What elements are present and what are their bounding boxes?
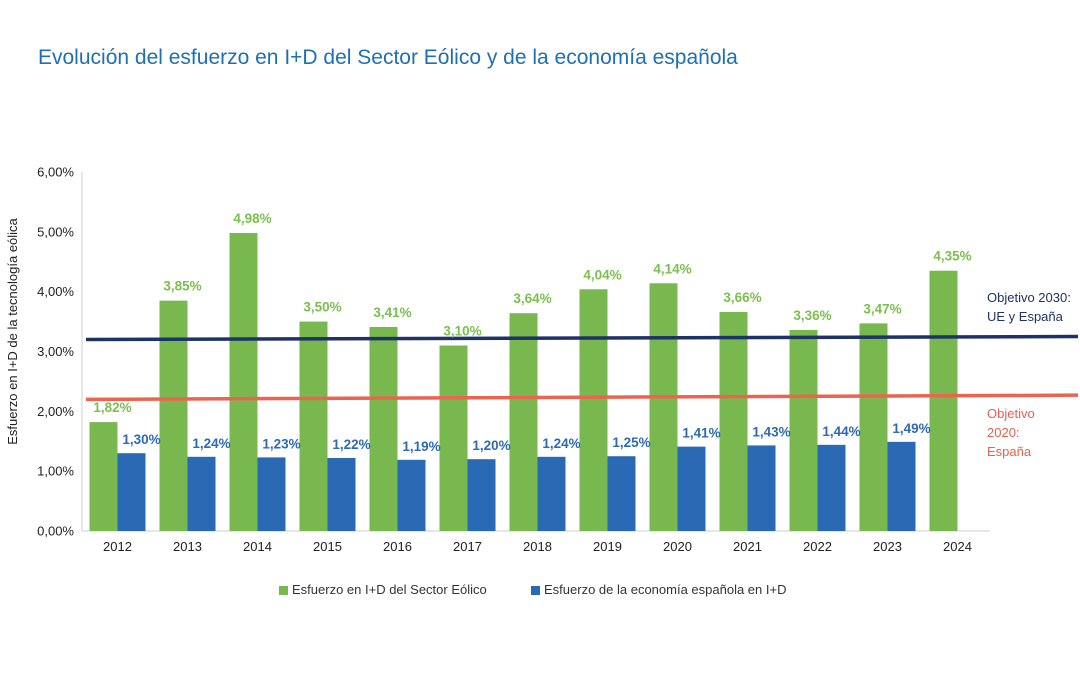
- data-label-sector-eolico: 3,41%: [373, 305, 411, 320]
- x-tick-label: 2014: [243, 539, 272, 554]
- reference-line-2030: [85, 334, 1079, 342]
- x-tick-label: 2016: [383, 539, 412, 554]
- bar-economia-espanola: [677, 446, 706, 531]
- data-label-sector-eolico: 4,04%: [583, 267, 621, 282]
- reference-label-2020: Objetivo: [987, 406, 1035, 421]
- bar-sector-eolico: [299, 321, 328, 531]
- y-axis-title: Esfuerzo en I+D de la tecnología eólica: [5, 217, 20, 444]
- x-tick-label: 2017: [453, 539, 482, 554]
- bar-economia-espanola: [187, 456, 216, 531]
- reference-label-2020: España: [987, 444, 1032, 459]
- bar-sector-eolico: [89, 422, 118, 531]
- x-tick-label: 2024: [943, 539, 972, 554]
- bar-economia-espanola: [817, 444, 846, 531]
- legend-label-economia-espanola: Esfuerzo de la economía española en I+D: [544, 582, 786, 597]
- x-tick-label: 2018: [523, 539, 552, 554]
- data-label-economia-espanola: 1,25%: [612, 435, 650, 450]
- data-label-economia-espanola: 1,41%: [682, 426, 720, 441]
- data-label-sector-eolico: 3,36%: [793, 308, 831, 323]
- legend-swatch-sector-eolico: [279, 586, 288, 595]
- x-tick-label: 2021: [733, 539, 762, 554]
- data-label-sector-eolico: 3,50%: [303, 300, 341, 315]
- data-label-sector-eolico: 4,98%: [233, 211, 271, 226]
- data-label-sector-eolico: 3,85%: [163, 279, 201, 294]
- reference-label-2030: Objetivo 2030:: [987, 290, 1071, 305]
- bar-economia-espanola: [467, 459, 496, 531]
- data-label-sector-eolico: 3,47%: [863, 301, 901, 316]
- bar-sector-eolico: [789, 329, 818, 531]
- x-tick-label: 2023: [873, 539, 902, 554]
- x-tick-label: 2019: [593, 539, 622, 554]
- x-tick-label: 2022: [803, 539, 832, 554]
- bar-sector-eolico: [859, 323, 888, 531]
- bar-sector-eolico: [509, 313, 538, 531]
- y-tick-label: 6,00%: [37, 165, 74, 180]
- x-tick-label: 2015: [313, 539, 342, 554]
- data-label-economia-espanola: 1,24%: [542, 436, 580, 451]
- bar-sector-eolico: [439, 345, 468, 531]
- bar-economia-espanola: [747, 445, 776, 531]
- bar-sector-eolico: [369, 326, 398, 531]
- bar-economia-espanola: [117, 453, 146, 531]
- bar-sector-eolico: [229, 233, 258, 531]
- reference-label-2030: UE y España: [987, 309, 1064, 324]
- bar-sector-eolico: [929, 270, 958, 531]
- data-label-economia-espanola: 1,44%: [822, 424, 860, 439]
- data-label-economia-espanola: 1,49%: [892, 421, 930, 436]
- data-label-economia-espanola: 1,23%: [262, 436, 300, 451]
- data-label-sector-eolico: 4,35%: [933, 249, 971, 264]
- bar-economia-espanola: [397, 459, 426, 531]
- bar-economia-espanola: [327, 458, 356, 531]
- data-label-economia-espanola: 1,24%: [192, 436, 230, 451]
- x-tick-label: 2013: [173, 539, 202, 554]
- bar-economia-espanola: [607, 456, 636, 531]
- data-label-economia-espanola: 1,43%: [752, 424, 790, 439]
- data-label-economia-espanola: 1,22%: [332, 437, 370, 452]
- bar-sector-eolico: [649, 283, 678, 531]
- data-label-sector-eolico: 3,66%: [723, 290, 761, 305]
- data-label-economia-espanola: 1,19%: [402, 439, 440, 454]
- data-label-sector-eolico: 4,14%: [653, 261, 691, 276]
- data-label-sector-eolico: 3,64%: [513, 291, 551, 306]
- reference-label-2020: 2020:: [987, 425, 1020, 440]
- bar-economia-espanola: [887, 441, 916, 531]
- y-tick-label: 2,00%: [37, 404, 74, 419]
- y-tick-label: 3,00%: [37, 344, 74, 359]
- y-tick-label: 5,00%: [37, 224, 74, 239]
- data-label-sector-eolico: 3,10%: [443, 324, 481, 339]
- data-label-economia-espanola: 1,20%: [472, 438, 510, 453]
- bar-sector-eolico: [159, 300, 188, 531]
- bar-sector-eolico: [579, 289, 608, 531]
- bar-economia-espanola: [257, 457, 286, 531]
- y-tick-label: 1,00%: [37, 464, 74, 479]
- data-label-economia-espanola: 1,30%: [122, 432, 160, 447]
- y-tick-label: 4,00%: [37, 284, 74, 299]
- reference-line-2020: [85, 393, 1079, 402]
- legend-label-sector-eolico: Esfuerzo en I+D del Sector Eólico: [292, 582, 487, 597]
- x-tick-label: 2020: [663, 539, 692, 554]
- x-tick-label: 2012: [103, 539, 132, 554]
- legend-swatch-economia-espanola: [531, 586, 540, 595]
- bar-economia-espanola: [537, 456, 566, 531]
- y-tick-label: 0,00%: [37, 524, 74, 539]
- bar-sector-eolico: [719, 312, 748, 531]
- chart-title: Evolución del esfuerzo en I+D del Sector…: [38, 46, 738, 69]
- data-label-sector-eolico: 1,82%: [93, 400, 131, 415]
